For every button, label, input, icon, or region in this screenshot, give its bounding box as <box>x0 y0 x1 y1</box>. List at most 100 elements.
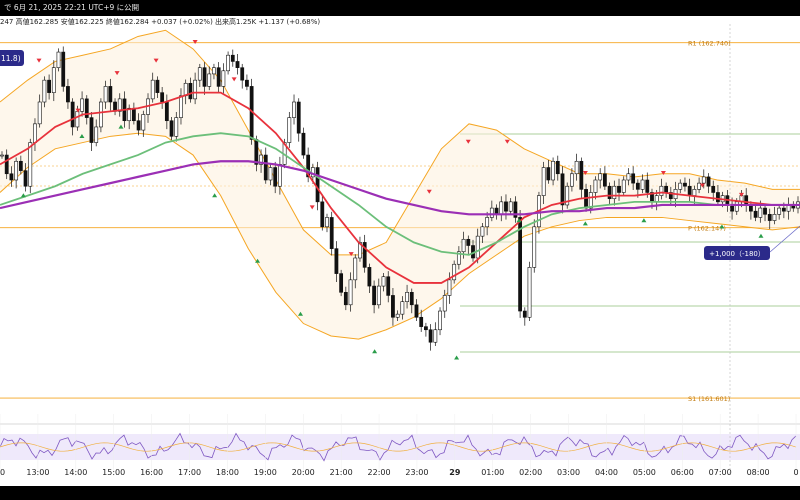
candle-body <box>164 101 169 122</box>
candle-body <box>546 167 551 181</box>
candle-body <box>202 67 207 87</box>
candle-body <box>226 54 230 72</box>
price-chart[interactable]: R1 (162.740) P (162.147) S1 (161.601) 00 13… <box>0 16 800 486</box>
position-badge-label: +1,000（-180） <box>709 250 765 258</box>
tick-label: 16:00 <box>140 468 163 477</box>
candle-body <box>513 201 518 218</box>
candle-body <box>353 257 358 281</box>
candle-body <box>94 126 99 143</box>
candle-body <box>103 86 108 103</box>
candle-body <box>574 160 579 175</box>
candle-body <box>47 79 52 93</box>
tick-label: 14:00 <box>64 468 87 477</box>
tick-label: 29 <box>449 468 461 477</box>
candle-body <box>560 173 565 206</box>
candle-body <box>489 207 494 218</box>
candle-body <box>570 173 574 187</box>
candle-body <box>334 248 339 274</box>
candle-body <box>602 173 607 187</box>
tick-label: 08:00 <box>747 468 770 477</box>
candle-body <box>66 86 70 103</box>
candle-body <box>56 51 61 68</box>
candle-body <box>678 182 683 190</box>
candle-body <box>508 201 513 212</box>
candle-body <box>664 185 669 193</box>
candle-body <box>763 207 767 215</box>
candle-body <box>348 279 353 306</box>
candle-body <box>343 292 348 306</box>
candle-body <box>598 173 603 181</box>
candle-body <box>301 132 306 156</box>
candle-body <box>51 67 56 93</box>
candle-body <box>296 101 301 134</box>
candle-body <box>555 160 560 175</box>
candle-body <box>654 195 659 203</box>
candle-body <box>358 242 362 259</box>
candle-body <box>99 101 103 128</box>
publish-bar: で 6月 21, 2025 22:21 UTC+9 に公開 <box>0 0 800 16</box>
candle-body <box>701 176 706 184</box>
position-badge <box>704 246 770 260</box>
ma-line <box>0 160 800 216</box>
candle-body <box>405 292 409 302</box>
candle-body <box>329 217 334 249</box>
candle-body <box>131 107 136 122</box>
tick-label: 02:00 <box>519 468 542 477</box>
tick-label: 05:00 <box>633 468 656 477</box>
trough-marker <box>255 258 261 263</box>
candle-body <box>428 329 433 343</box>
candle-body <box>716 192 720 203</box>
candle-body <box>141 114 146 131</box>
candle-body <box>339 273 344 293</box>
candle-body <box>480 226 485 237</box>
ma-line <box>0 132 800 256</box>
candle-body <box>287 117 292 143</box>
candle-body <box>781 207 786 212</box>
publish-info: で 6月 21, 2025 22:21 UTC+9 に公開 <box>4 3 140 12</box>
candle-body <box>518 217 523 312</box>
candle-body <box>75 111 80 128</box>
candle-body <box>14 160 19 181</box>
badges: 11.8) +1,000（-180） <box>0 50 800 260</box>
candle-body <box>169 120 174 137</box>
candle-body <box>433 329 438 343</box>
candle-body <box>527 267 532 318</box>
trough-marker <box>641 218 647 223</box>
trough-marker <box>454 355 460 360</box>
trough-marker <box>297 311 303 316</box>
candle-body <box>631 173 636 184</box>
candle-body <box>230 54 235 62</box>
candle-body <box>277 164 282 187</box>
moving-averages <box>0 91 800 284</box>
candle-body <box>197 67 202 81</box>
candle-body <box>607 185 612 200</box>
candle-body <box>640 179 645 190</box>
candle-body <box>9 173 14 181</box>
candle-body <box>767 214 772 221</box>
tick-label: 18:00 <box>216 468 239 477</box>
tick-label: 07:00 <box>709 468 732 477</box>
peak-marker <box>36 58 42 63</box>
tick-label: 19:00 <box>254 468 277 477</box>
peak-marker <box>114 71 120 76</box>
candlesticks <box>0 46 800 351</box>
peak-marker <box>231 77 237 82</box>
tick-label: 21:00 <box>330 468 353 477</box>
candle-body <box>0 154 4 157</box>
peak-marker <box>465 139 471 144</box>
candle-body <box>245 79 249 87</box>
candle-body <box>254 139 259 165</box>
candle-body <box>320 201 325 228</box>
trough-marker <box>20 193 26 198</box>
candle-body <box>419 316 424 327</box>
tick-label: 0 <box>793 468 798 477</box>
candle-body <box>89 117 94 143</box>
candle-body <box>84 98 89 118</box>
candle-body <box>532 226 537 268</box>
candle-body <box>33 123 37 143</box>
candle-body <box>155 79 160 93</box>
rsi-signal-line <box>0 442 797 452</box>
pivot-label: R1 (162.740) <box>688 40 731 48</box>
peak-marker <box>426 189 432 194</box>
candle-body <box>160 92 165 103</box>
